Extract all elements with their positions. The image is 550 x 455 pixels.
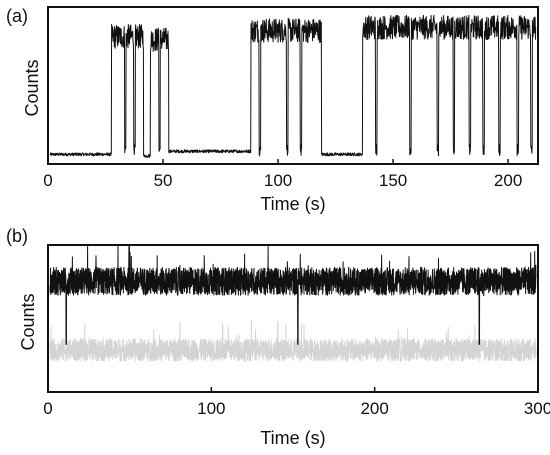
x-tick-label: 100 [264, 171, 292, 190]
panel-b-ylabel: Counts [18, 293, 38, 350]
panel-b-trace-gray [49, 320, 537, 363]
x-tick-label: 50 [154, 171, 173, 190]
trace-line [49, 14, 537, 158]
panel-b-plot-frame [47, 244, 539, 393]
panel-a-label: (a) [6, 6, 28, 26]
x-tick-label: 200 [494, 171, 522, 190]
x-tick-label: 0 [43, 171, 52, 190]
x-tick-label: 0 [43, 399, 52, 418]
trace-line-gray [49, 320, 537, 363]
x-tick-label: 100 [197, 399, 225, 418]
trace-line-black [49, 244, 537, 345]
panel-a-plot-frame [47, 6, 539, 165]
panel-a: (a) Counts 0 50 100 150 200 Time (s) [6, 6, 539, 214]
panel-b-trace-black [49, 244, 537, 345]
panel-b: (b) Counts 0 100 200 300 Time (s) [6, 226, 550, 448]
x-tick-label: 150 [379, 171, 407, 190]
panel-b-x-ticks: 0 100 200 300 [43, 387, 550, 418]
panel-a-trace [49, 14, 537, 158]
panel-a-x-ticks: 0 50 100 150 200 [43, 159, 522, 190]
panel-a-ylabel: Counts [22, 59, 42, 116]
x-tick-label: 300 [524, 399, 550, 418]
panel-b-label: (b) [6, 226, 28, 246]
x-tick-label: 200 [360, 399, 388, 418]
panel-b-xlabel: Time (s) [260, 428, 325, 448]
panel-a-xlabel: Time (s) [260, 194, 325, 214]
